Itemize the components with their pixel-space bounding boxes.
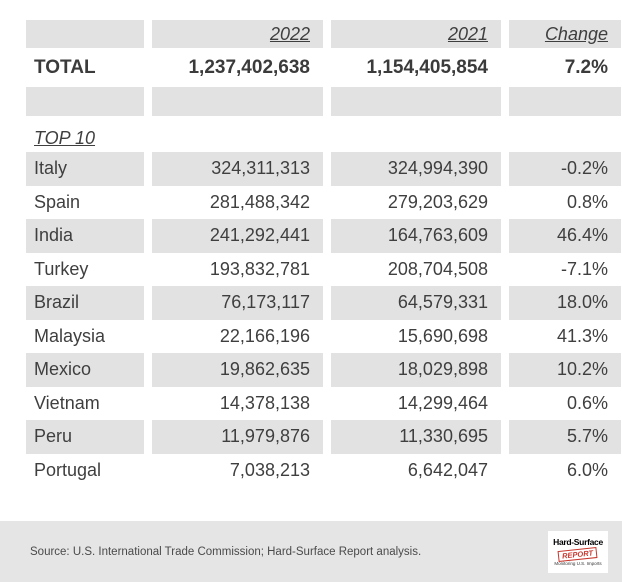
value-2022: 22,166,196	[219, 325, 310, 346]
value-2021: 164,763,609	[331, 219, 501, 253]
change-value: 0.6%	[566, 392, 608, 413]
value-2021: 15,690,698	[397, 325, 488, 346]
total-value-2022: 1,237,402,638	[188, 57, 310, 78]
section-blank-cell	[509, 124, 621, 152]
change-value: 18.0%	[509, 286, 621, 320]
section-blank-cell	[152, 124, 323, 152]
change-value: -7.1%	[560, 258, 608, 279]
value-2021: 324,994,390	[331, 152, 501, 186]
column-header-2022-label: 2022	[269, 24, 310, 44]
value-2021: 208,704,508	[387, 258, 488, 279]
table-row: Malaysia 22,166,196 15,690,698 41.3%	[26, 320, 621, 354]
value-2021: 18,029,898	[331, 353, 501, 387]
value-2022: 193,832,781	[209, 258, 310, 279]
column-header-change: Change	[509, 20, 621, 48]
change-value: -0.2%	[509, 152, 621, 186]
table-row: India 241,292,441 164,763,609 46.4%	[26, 219, 621, 253]
table-row: Peru 11,979,876 11,330,695 5.7%	[26, 420, 621, 454]
table-row: Brazil 76,173,117 64,579,331 18.0%	[26, 286, 621, 320]
value-2021: 64,579,331	[331, 286, 501, 320]
column-header-2021: 2021	[331, 20, 501, 48]
table-row: Mexico 19,862,635 18,029,898 10.2%	[26, 353, 621, 387]
value-2022: 7,038,213	[229, 459, 310, 480]
value-2022: 14,378,138	[219, 392, 310, 413]
total-change: 7.2%	[564, 57, 608, 78]
value-2021: 14,299,464	[397, 392, 488, 413]
total-label: TOTAL	[34, 57, 96, 78]
country-label: Portugal	[34, 459, 102, 480]
value-2021: 11,330,695	[331, 420, 501, 454]
total-row: TOTAL 1,237,402,638 1,154,405,854 7.2%	[26, 48, 621, 87]
logo-brand-text: Hard-Surface	[553, 537, 603, 547]
change-value: 41.3%	[556, 325, 608, 346]
table-row: Portugal 7,038,213 6,642,047 6.0%	[26, 454, 621, 488]
header-row: 2022 2021 Change	[26, 20, 621, 48]
country-label: Brazil	[26, 286, 144, 320]
column-header-2022: 2022	[152, 20, 323, 48]
table-row: Spain 281,488,342 279,203,629 0.8%	[26, 186, 621, 220]
country-label: India	[26, 219, 144, 253]
table-row: Italy 324,311,313 324,994,390 -0.2%	[26, 152, 621, 186]
table-rows: Italy 324,311,313 324,994,390 -0.2% Spai…	[26, 152, 621, 487]
section-blank-cell	[331, 124, 501, 152]
empty-spacer-row	[26, 87, 621, 116]
table-row: Vietnam 14,378,138 14,299,464 0.6%	[26, 387, 621, 421]
change-value: 46.4%	[509, 219, 621, 253]
section-heading-cell: TOP 10	[26, 124, 144, 152]
footer-band: Source: U.S. International Trade Commiss…	[0, 521, 622, 582]
value-2022: 324,311,313	[152, 152, 323, 186]
header-blank-cell	[26, 20, 144, 48]
logo-tagline-text: Monitoring U.S. Imports	[554, 561, 602, 566]
country-label: Malaysia	[34, 325, 106, 346]
country-label: Italy	[26, 152, 144, 186]
empty-cell	[26, 87, 144, 116]
country-label: Spain	[34, 191, 81, 212]
change-value: 5.7%	[509, 420, 621, 454]
column-header-change-label: Change	[544, 24, 608, 44]
total-value-2021: 1,154,405,854	[366, 57, 488, 78]
value-2022: 281,488,342	[209, 191, 310, 212]
change-value: 6.0%	[566, 459, 608, 480]
hard-surface-report-logo: Hard-Surface REPORT Monitoring U.S. Impo…	[548, 531, 608, 573]
vertical-gap	[26, 116, 621, 124]
value-2022: 19,862,635	[152, 353, 323, 387]
value-2021: 6,642,047	[407, 459, 488, 480]
value-2022: 241,292,441	[152, 219, 323, 253]
empty-cell	[152, 87, 323, 116]
source-note: Source: U.S. International Trade Commiss…	[30, 545, 422, 558]
country-label: Vietnam	[34, 392, 100, 413]
section-heading: TOP 10	[34, 128, 96, 148]
import-table: 2022 2021 Change TOTAL 1,237,402,638 1,1…	[26, 20, 621, 487]
value-2022: 76,173,117	[152, 286, 323, 320]
empty-cell	[509, 87, 621, 116]
table-row: Turkey 193,832,781 208,704,508 -7.1%	[26, 253, 621, 287]
country-label: Turkey	[34, 258, 89, 279]
country-label: Mexico	[26, 353, 144, 387]
section-heading-row: TOP 10	[26, 124, 621, 152]
logo-stamp-text: REPORT	[557, 546, 599, 562]
empty-cell	[331, 87, 501, 116]
column-header-2021-label: 2021	[447, 24, 488, 44]
country-label: Peru	[26, 420, 144, 454]
change-value: 0.8%	[566, 191, 608, 212]
change-value: 10.2%	[509, 353, 621, 387]
value-2022: 11,979,876	[152, 420, 323, 454]
value-2021: 279,203,629	[387, 191, 488, 212]
